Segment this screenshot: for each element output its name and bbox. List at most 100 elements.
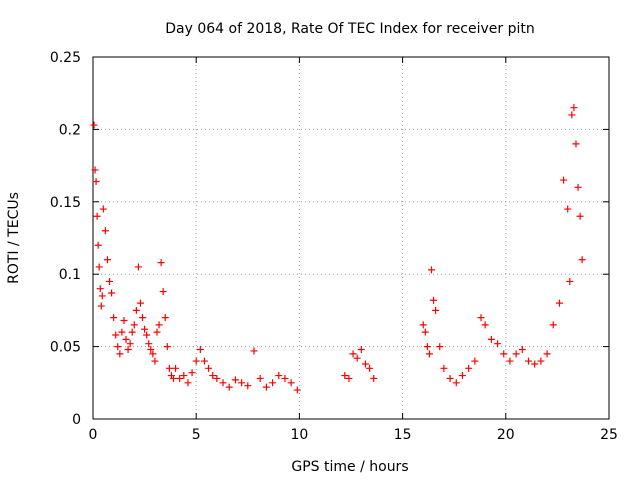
data-point <box>136 299 144 307</box>
data-point <box>568 111 576 119</box>
data-point <box>560 176 568 184</box>
y-tick-label: 0 <box>72 412 81 428</box>
data-point <box>108 289 116 297</box>
data-point <box>361 360 369 368</box>
data-point <box>192 357 200 365</box>
data-point <box>425 350 433 358</box>
data-point <box>200 357 208 365</box>
data-point <box>525 357 533 365</box>
data-point <box>126 340 134 348</box>
data-point <box>184 379 192 387</box>
y-tick-label: 0.25 <box>50 50 81 66</box>
x-tick-label: 0 <box>89 427 98 443</box>
data-point <box>262 383 270 391</box>
data-point <box>477 314 485 322</box>
x-axis-label: GPS time / hours <box>291 459 408 475</box>
data-point <box>440 364 448 372</box>
data-point <box>103 256 111 264</box>
data-point <box>180 372 188 380</box>
data-points <box>90 104 586 394</box>
data-point <box>370 374 378 382</box>
data-point <box>145 340 153 348</box>
data-point <box>531 360 539 368</box>
data-point <box>506 357 514 365</box>
data-point <box>139 314 147 322</box>
data-point <box>106 277 114 285</box>
x-tick-label: 5 <box>192 427 201 443</box>
x-tick-label: 10 <box>290 427 308 443</box>
data-point <box>570 104 578 112</box>
data-point <box>124 345 132 353</box>
data-point <box>423 343 431 351</box>
data-point <box>349 350 357 358</box>
data-point <box>112 331 120 339</box>
data-point <box>574 183 582 191</box>
data-point <box>465 364 473 372</box>
data-point <box>537 357 545 365</box>
data-point <box>116 350 124 358</box>
data-point <box>555 299 563 307</box>
data-point <box>576 212 584 220</box>
data-point <box>149 350 157 358</box>
data-point <box>165 364 173 372</box>
data-point <box>293 386 301 394</box>
axis-ticks: 0 5 10 15 20 25 0 0.05 0.1 0.15 0.2 0.25 <box>50 50 618 443</box>
data-point <box>169 374 177 382</box>
data-point <box>91 166 99 174</box>
data-point <box>97 302 105 310</box>
data-point <box>543 350 551 358</box>
data-point <box>549 321 557 329</box>
data-point <box>132 306 140 314</box>
data-point <box>134 263 142 271</box>
data-point <box>213 374 221 382</box>
data-point <box>487 335 495 343</box>
x-tick-label: 25 <box>600 427 618 443</box>
data-point <box>96 285 104 293</box>
data-point <box>269 379 277 387</box>
data-point <box>205 364 213 372</box>
chart-title: Day 064 of 2018, Rate Of TEC Index for r… <box>165 21 535 37</box>
y-tick-label: 0.1 <box>59 267 81 283</box>
data-point <box>287 379 295 387</box>
data-point <box>141 325 149 333</box>
x-tick-label: 15 <box>394 427 412 443</box>
data-point <box>281 374 289 382</box>
data-point <box>341 372 349 380</box>
data-point <box>196 345 204 353</box>
data-point <box>188 369 196 377</box>
data-point <box>419 321 427 329</box>
data-point <box>494 340 502 348</box>
data-point <box>176 374 184 382</box>
data-point <box>153 328 161 336</box>
data-point <box>93 212 101 220</box>
data-point <box>101 227 109 235</box>
data-point <box>231 376 239 384</box>
y-tick-label: 0.05 <box>50 340 81 356</box>
data-point <box>95 263 103 271</box>
data-point <box>366 364 374 372</box>
data-point <box>99 205 107 213</box>
data-point <box>345 374 353 382</box>
data-point <box>572 140 580 148</box>
y-tick-label: 0.2 <box>59 122 81 138</box>
data-point <box>518 345 526 353</box>
data-point <box>578 256 586 264</box>
data-point <box>512 350 520 358</box>
x-tick-label: 20 <box>497 427 515 443</box>
data-point <box>225 383 233 391</box>
data-point <box>458 372 466 380</box>
data-point <box>147 345 155 353</box>
data-point <box>151 357 159 365</box>
data-point <box>161 314 169 322</box>
data-point <box>155 321 163 329</box>
data-point <box>110 314 118 322</box>
data-point <box>421 328 429 336</box>
data-point <box>432 306 440 314</box>
data-point <box>275 372 283 380</box>
data-point <box>244 382 252 390</box>
y-tick-label: 0.15 <box>50 195 81 211</box>
data-point <box>566 277 574 285</box>
data-point <box>446 374 454 382</box>
data-point <box>209 372 217 380</box>
